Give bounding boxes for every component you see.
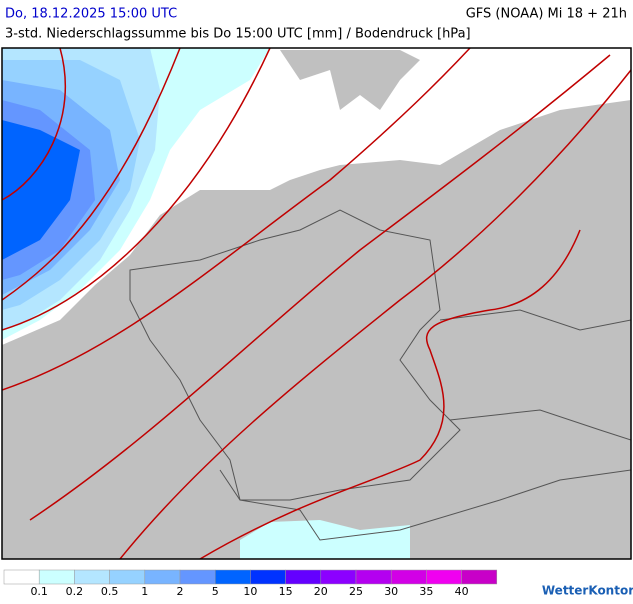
map bbox=[1, 47, 632, 560]
legend-swatch bbox=[285, 569, 322, 585]
legend-swatch bbox=[3, 569, 40, 585]
legend-label: 30 bbox=[384, 585, 398, 598]
legend-label: 40 bbox=[455, 585, 469, 598]
legend-label: 15 bbox=[279, 585, 293, 598]
legend-label: 2 bbox=[177, 585, 184, 598]
legend-swatch bbox=[390, 569, 427, 585]
legend-swatch bbox=[38, 569, 75, 585]
legend-swatch bbox=[250, 569, 286, 585]
legend-label: 0.2 bbox=[66, 585, 84, 598]
subtitle: 3-std. Niederschlagssumme bis Do 15:00 U… bbox=[5, 27, 471, 42]
legend-swatch bbox=[109, 569, 146, 585]
legend-swatch bbox=[144, 569, 181, 585]
legend-label: 25 bbox=[349, 585, 363, 598]
legend-swatch bbox=[426, 569, 462, 585]
legend-swatch bbox=[214, 569, 251, 585]
legend-swatch bbox=[179, 569, 216, 585]
legend-swatch bbox=[74, 569, 110, 585]
legend-swatch bbox=[320, 569, 357, 585]
legend-label: 1 bbox=[141, 585, 148, 598]
legend-label: 35 bbox=[419, 585, 433, 598]
legend-label: 5 bbox=[212, 585, 219, 598]
model: GFS (NOAA) Mi 18 + 21h bbox=[466, 7, 627, 22]
logo: WetterKontor bbox=[542, 584, 633, 598]
legend: 0.1 0.2 0.5 1 2 5 10 15 20 25 30 35 40 bbox=[3, 569, 498, 598]
legend-label: 0.1 bbox=[30, 585, 48, 598]
legend-label: 10 bbox=[243, 585, 257, 598]
legend-swatch bbox=[461, 569, 498, 585]
datetime: Do, 18.12.2025 15:00 UTC bbox=[5, 7, 177, 22]
legend-label: 0.5 bbox=[101, 585, 119, 598]
legend-swatch bbox=[355, 569, 392, 585]
legend-label: 20 bbox=[314, 585, 328, 598]
